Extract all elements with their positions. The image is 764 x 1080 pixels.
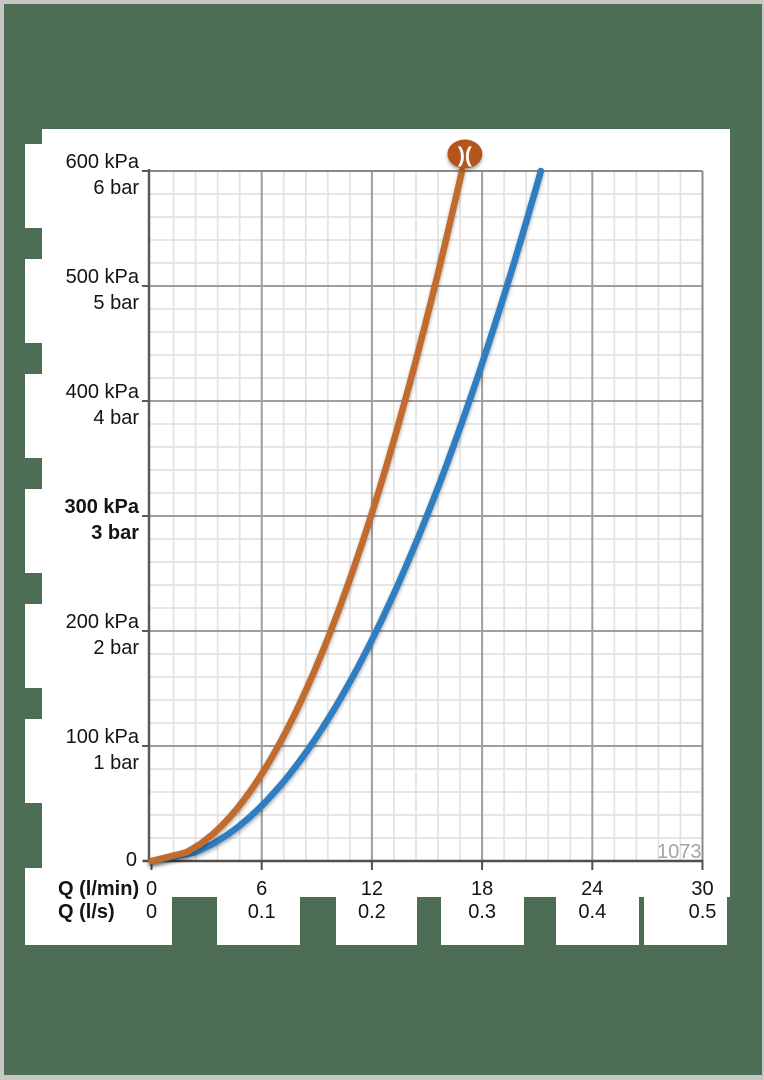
y-label-tab [25,489,42,573]
bar-value: 4 bar [93,407,139,429]
y-axis-label-200-kpa: 200 kPa 2 bar [29,609,139,661]
x-tick-ls-0.3: 0.3 [468,901,496,923]
brand-logo: )( [447,139,483,169]
kpa-value: 200 kPa [65,611,139,633]
y-label-tab [25,604,42,688]
x-tick-ls-0.1: 0.1 [247,901,276,923]
x-tick-ls-0: 0 [145,901,158,923]
bar-value: 2 bar [93,637,139,659]
bar-value: 1 bar [93,752,139,774]
y-label-tab [25,374,42,458]
bar-value: 6 bar [93,177,139,199]
chart-canvas: )( [142,139,704,870]
kpa-value: 600 kPa [65,151,139,173]
y-axis-label-100-kpa: 100 kPa 1 bar [29,724,139,776]
x-label-tab [217,897,300,945]
kpa-value: 500 kPa [65,266,139,288]
y-axis-zero-label: 0 [125,849,137,871]
kpa-value: 300 kPa [64,496,139,518]
logo-ellipse [447,139,483,169]
x-label-tab [644,897,727,945]
y-axis-label-400-kpa: 400 kPa 4 bar [29,379,139,431]
x-label-tab [556,897,639,945]
x-axis-unit-ls: Q (l/s) [58,901,115,923]
bar-value: 3 bar [91,522,139,544]
x-tick-lmin-6: 6 [256,878,268,900]
x-tick-ls-0.2: 0.2 [357,901,386,923]
x-label-tab [441,897,524,945]
x-tick-lmin-12: 12 [360,878,384,900]
y-label-tab [25,259,42,343]
x-tick-lmin-0: 0 [145,878,158,900]
logo-glyph: )( [458,144,472,167]
x-tick-ls-0.5: 0.5 [688,901,717,923]
kpa-value: 400 kPa [65,381,139,403]
y-axis-label-600-kpa: 600 kPa 6 bar [29,149,139,201]
kpa-value: 100 kPa [65,726,139,748]
diagram-number: 1073 [657,841,702,863]
x-tick-lmin-30: 30 [691,878,714,900]
y-axis-label-500-kpa: 500 kPa 5 bar [29,264,139,316]
y-label-tab [25,719,42,803]
x-axis-unit-lmin: Q (l/min) [58,878,140,900]
curve-blue [148,167,545,865]
curve-orange-with-logo [148,167,466,865]
x-tick-lmin-24: 24 [581,878,604,900]
bar-value: 5 bar [93,292,139,314]
x-tick-ls-0.4: 0.4 [578,901,607,923]
x-label-tab [336,897,417,945]
x-tick-lmin-18: 18 [470,878,494,900]
x-label-tab [25,868,172,945]
y-axis-label-300-kpa: 300 kPa 3 bar [29,494,139,546]
y-label-tab [25,144,42,228]
